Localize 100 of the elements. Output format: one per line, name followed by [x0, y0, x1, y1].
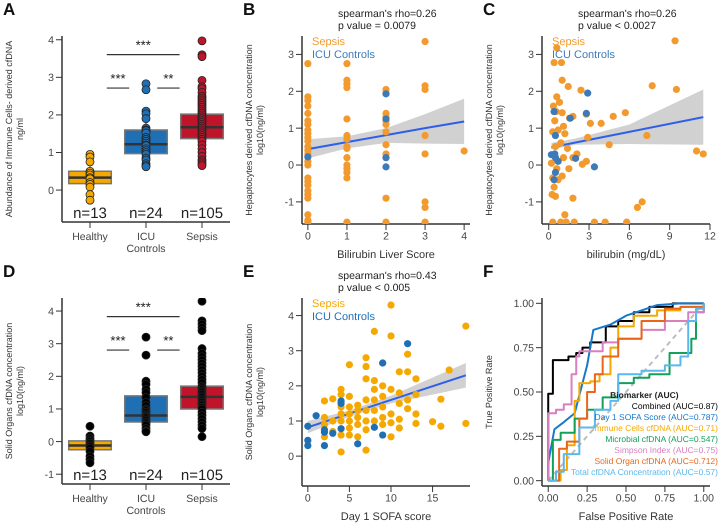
x-tick-label: 0.00: [538, 492, 559, 504]
y-tick-label: 3: [48, 338, 54, 350]
x-axis-title: Bilirubin Liver Score: [337, 249, 435, 261]
text: p value = 0.0079: [338, 20, 417, 32]
y-tick-label: 0: [48, 436, 54, 448]
y-axis-title: Abundance of Immune Cells- derived cfDNA ng/ml: [4, 40, 25, 218]
chart-title: B: [243, 0, 256, 20]
text: spearman's rho=0.26: [338, 8, 437, 20]
y-tick-label: 0.25: [514, 431, 534, 444]
y-tick-label: 1: [48, 147, 54, 160]
y-tick-label: 2: [288, 86, 294, 98]
x-tick-label: 15: [426, 492, 439, 504]
annotation: n=24: [129, 205, 163, 222]
x-tick-label: 0.25: [576, 492, 598, 504]
y-tick-label: -1: [44, 468, 54, 481]
x-axis-title: bilirubin (mg/dL): [586, 249, 666, 261]
series-label: Sepsis: [552, 36, 586, 49]
text: spearman's rho=0.43: [338, 270, 437, 282]
y-tick-label: 1: [48, 404, 54, 416]
x-tick-label: 9: [666, 230, 673, 242]
annotation: n=105: [180, 205, 224, 222]
y-axis-title: True Positive Rate: [484, 355, 494, 429]
annotation: n=13: [73, 205, 107, 222]
x-tick-label: ICU Controls: [126, 493, 166, 517]
x-tick-label: 4: [461, 230, 468, 242]
annotation: **: [163, 333, 174, 348]
y-axis-title: Hepaptocytes derived cfDNA concentration log10(ng/ml): [244, 44, 265, 216]
y-tick-label: 4: [288, 310, 294, 322]
x-tick-label: 12: [704, 230, 716, 242]
text: ICU Controls: [552, 49, 615, 62]
annotation: n=13: [73, 467, 107, 484]
x-tick-label: Sepsis: [186, 231, 218, 243]
y-axis-title: Hepaptocytes derived cfDNA concentration log10(ng/ml): [484, 44, 505, 216]
text: ICU Controls: [312, 311, 375, 324]
y-tick-label: 1: [528, 122, 534, 135]
chart-title: E: [243, 262, 254, 282]
y-tick-label: 0.00: [514, 475, 534, 488]
y-tick-label: 4: [48, 34, 54, 46]
x-axis-title: False Positive Rate: [578, 511, 674, 523]
annotation: ***: [136, 38, 151, 53]
x-tick-label: Healthy: [72, 493, 109, 505]
text: p value < 0.005: [338, 282, 412, 294]
y-axis-title: Solid Organs cfDNA concentration log10(ng/ml): [244, 324, 265, 460]
chart-title: C: [483, 0, 496, 20]
x-tick-label: 0: [304, 492, 311, 504]
y-tick-label: -1: [284, 196, 294, 209]
y-tick-label: 0: [48, 184, 54, 197]
x-tick-label: 0.75: [654, 492, 676, 504]
y-tick-label: 0.50: [514, 386, 534, 399]
chart-title: D: [3, 262, 16, 282]
x-tick-label: 6: [626, 230, 632, 242]
text: Combined (AUC=0.87): [630, 401, 718, 412]
x-tick-label: 2: [383, 230, 390, 242]
annotation: n=24: [129, 467, 163, 484]
y-tick-label: 3: [528, 49, 534, 62]
text: spearman's rho=0.26: [578, 8, 677, 20]
y-tick-label: 2: [288, 380, 294, 393]
y-tick-label: 0: [288, 160, 294, 172]
y-tick-label: 4: [48, 306, 54, 318]
chart-title: F: [483, 262, 494, 282]
series-label: Sepsis: [312, 36, 346, 49]
x-tick-label: 5: [346, 492, 352, 504]
text: p value < 0.0027: [578, 20, 657, 32]
x-tick-label: 0: [304, 230, 311, 242]
series-label: Total cfDNA Concentration (AUC=0.57): [570, 467, 718, 478]
annotation: n=105: [180, 467, 224, 484]
text: Simpson Index (AUC=0.75): [613, 445, 718, 456]
x-tick-label: 3: [422, 230, 428, 242]
y-tick-label: 2: [48, 371, 54, 384]
y-tick-label: 3: [48, 72, 54, 84]
x-tick-label: 3: [586, 230, 592, 242]
annotation: ***: [136, 300, 151, 315]
text: Microbial cfDNA (AUC=0.547): [604, 434, 718, 445]
y-tick-label: 2: [528, 86, 534, 98]
y-tick-label: 1: [288, 416, 294, 428]
annotation: ***: [110, 333, 126, 348]
text: Immune Cells cfDNA (AUC=0.71): [591, 423, 718, 434]
text: Sepsis: [312, 298, 346, 311]
chart-title: A: [3, 0, 16, 20]
y-tick-label: 1.00: [514, 298, 534, 310]
x-tick-label: Sepsis: [186, 493, 218, 505]
y-tick-label: 0: [288, 450, 294, 463]
x-tick-label: 0.50: [616, 492, 636, 504]
annotation: **: [163, 71, 174, 86]
x-axis-title: Day 1 SOFA score: [340, 511, 432, 523]
y-tick-label: 3: [288, 49, 294, 62]
y-tick-label: 0.75: [514, 342, 534, 354]
x-tick-label: 10: [385, 492, 397, 504]
y-axis-title: Solid Organs cfDNA concentration log10(ng/ml): [4, 322, 25, 460]
y-tick-label: -1: [524, 196, 534, 209]
y-tick-label: 1: [288, 122, 294, 135]
text: ICU Controls: [312, 49, 375, 62]
x-tick-label: 0: [546, 230, 552, 242]
y-tick-label: 2: [48, 110, 54, 122]
y-tick-label: 3: [288, 345, 294, 358]
y-tick-label: 0: [528, 160, 534, 172]
x-tick-label: Healthy: [72, 231, 109, 243]
x-tick-label: ICU Controls: [126, 231, 166, 255]
text: Solid Organ cfDNA (AUC=0.712): [593, 456, 718, 467]
x-tick-label: 1.00: [694, 492, 714, 504]
